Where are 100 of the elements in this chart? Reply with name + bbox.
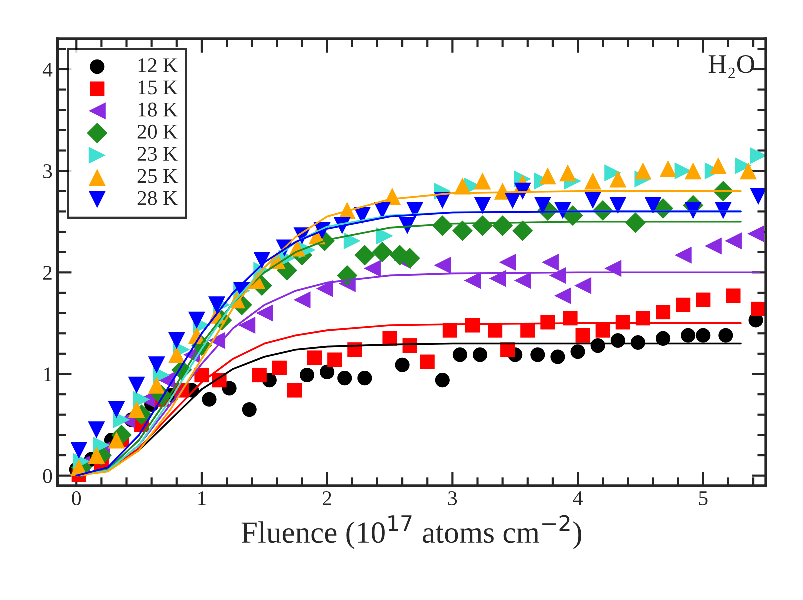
y-tick-label: 0 xyxy=(43,469,52,484)
point xyxy=(474,172,492,190)
point xyxy=(748,226,765,243)
point xyxy=(465,318,480,333)
point xyxy=(168,346,186,364)
x-tick-label: 3 xyxy=(448,492,458,506)
y-tick-label: 3 xyxy=(44,164,52,178)
point xyxy=(88,447,106,464)
point xyxy=(554,202,572,220)
point xyxy=(676,298,691,312)
point xyxy=(148,376,166,394)
point xyxy=(364,260,381,278)
point xyxy=(70,442,88,459)
point xyxy=(320,364,335,380)
point xyxy=(113,411,130,428)
point xyxy=(610,197,627,214)
point xyxy=(128,401,146,418)
point xyxy=(202,392,217,407)
point xyxy=(634,162,652,180)
point xyxy=(530,348,546,362)
point xyxy=(674,246,692,264)
point xyxy=(328,352,342,368)
point xyxy=(610,170,627,188)
point xyxy=(434,257,452,274)
point xyxy=(88,422,106,439)
point xyxy=(354,245,376,266)
point xyxy=(514,272,532,290)
annotation: H₂O xyxy=(708,55,754,78)
point xyxy=(750,147,766,164)
x-tick-label: 2 xyxy=(323,492,332,506)
point xyxy=(550,350,566,364)
y-tick-label: 4 xyxy=(42,62,53,77)
point xyxy=(584,192,602,210)
point xyxy=(287,383,302,398)
point xyxy=(520,323,536,338)
x-tick-label: 0 xyxy=(72,491,82,506)
legend-label: 28 K xyxy=(138,191,178,206)
point xyxy=(596,323,610,338)
x-tick-label: 5 xyxy=(699,492,708,506)
point xyxy=(128,376,146,394)
point xyxy=(674,162,692,180)
point xyxy=(710,157,727,174)
point xyxy=(108,432,126,449)
point xyxy=(474,197,492,214)
point xyxy=(489,270,506,288)
point xyxy=(750,188,766,205)
point xyxy=(704,238,722,255)
point xyxy=(681,328,696,343)
point xyxy=(542,254,559,272)
point xyxy=(148,356,166,374)
point xyxy=(395,358,410,372)
point xyxy=(740,162,758,180)
point xyxy=(372,242,393,263)
point xyxy=(308,350,322,366)
point xyxy=(168,332,186,350)
point xyxy=(452,348,468,362)
point xyxy=(696,292,711,308)
point xyxy=(539,168,556,185)
point xyxy=(554,288,572,305)
point xyxy=(338,371,352,386)
point xyxy=(724,232,742,250)
point xyxy=(452,220,474,242)
point xyxy=(726,288,741,304)
point xyxy=(584,172,602,190)
point xyxy=(734,157,752,174)
point xyxy=(499,254,516,272)
point xyxy=(660,160,677,178)
y-tick-label: 1 xyxy=(44,368,52,382)
point xyxy=(376,228,394,245)
point xyxy=(252,368,267,383)
legend-label: 15 K xyxy=(138,80,178,95)
point xyxy=(188,312,206,329)
x-tick-label: 4 xyxy=(573,492,583,506)
point xyxy=(472,348,488,362)
point xyxy=(714,202,732,220)
point xyxy=(696,328,711,343)
point xyxy=(718,328,734,343)
point xyxy=(316,280,334,298)
point xyxy=(242,402,257,418)
x-tick-label: 1 xyxy=(198,492,206,506)
point xyxy=(300,368,315,383)
point xyxy=(358,371,372,386)
legend-label: 25 K xyxy=(138,169,178,184)
legend-label: 18 K xyxy=(138,102,178,117)
point xyxy=(406,202,424,220)
point xyxy=(294,292,311,309)
point xyxy=(644,197,662,214)
point xyxy=(435,373,450,388)
point xyxy=(604,164,622,182)
point xyxy=(208,296,226,314)
point xyxy=(574,277,592,294)
legend-label: 12 K xyxy=(138,58,178,72)
point xyxy=(656,304,671,320)
point xyxy=(108,401,126,418)
point xyxy=(570,344,586,360)
legend-label: 23 K xyxy=(138,147,178,162)
point xyxy=(420,354,435,370)
point xyxy=(576,328,590,343)
y-tick-label: 2 xyxy=(43,266,52,280)
point xyxy=(256,304,274,322)
